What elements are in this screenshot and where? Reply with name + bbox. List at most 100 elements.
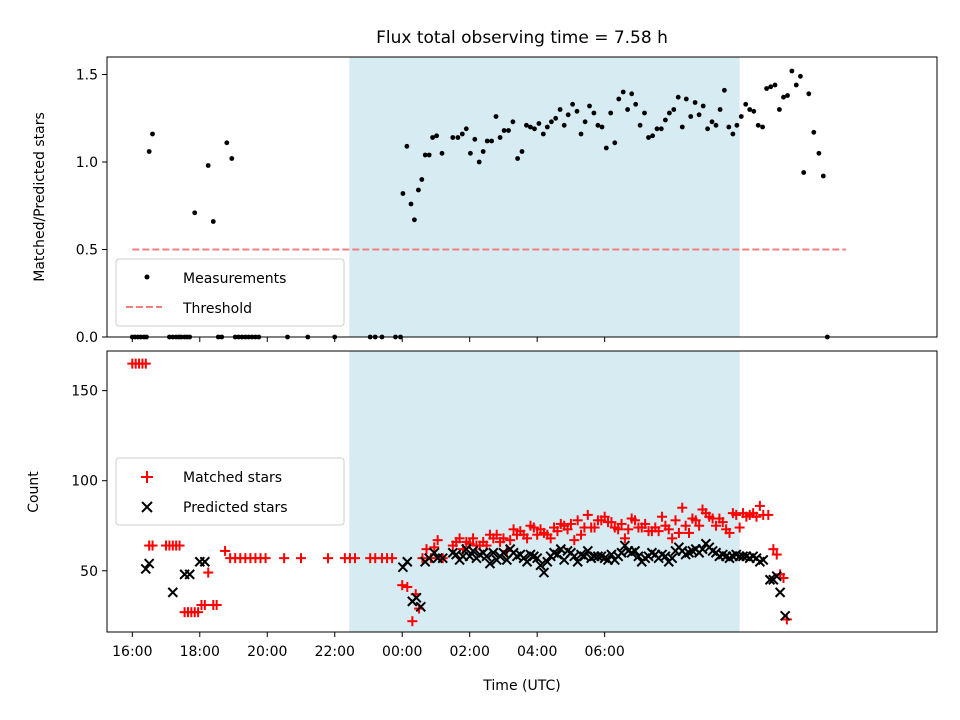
matched-star-point [260,553,271,564]
legend-label-measurements: Measurements [183,271,286,287]
matched-star-point [589,522,600,533]
predicted-star-point [167,587,178,598]
measurement-point [692,100,698,105]
predicted-star-point [402,556,413,567]
ratio-observing-window [349,57,740,337]
matched-star-point [140,358,151,369]
measurement-point [450,135,456,140]
matched-star-point [599,511,610,522]
measurement-point [506,128,511,133]
measurement-point [642,110,647,116]
matched-star-point [731,509,742,520]
matched-star-point [279,553,290,564]
predicted-star-point [538,567,550,578]
matched-star-point [694,520,705,531]
matched-star-point [468,533,479,544]
measurement-point [781,94,786,100]
matched-star-point [397,580,408,591]
time-xtick-label: 22:00 [315,644,355,660]
matched-star-point [667,533,678,544]
matched-star-point [768,544,779,555]
measurement-point [544,124,550,130]
measurement-point [422,152,428,158]
matched-star-point [199,599,210,610]
matched-star-point [501,545,512,556]
predicted-star-point [143,558,155,569]
measurement-point [489,138,494,144]
matched-star-point [174,540,185,551]
measurement-point [480,149,486,154]
measurement-point [224,140,230,146]
measurement-point [793,82,799,88]
matched-star-point [203,567,214,578]
count-legend: Matched stars Predicted stars [115,457,345,526]
measurement-point [430,135,435,140]
measurement-point [667,110,672,116]
ratio-ytick-label: 0.5 [76,243,98,259]
count-panel-frame [106,350,938,633]
measurement-point [616,96,622,102]
measurement-point [540,131,546,137]
count-ytick-label: 150 [71,384,98,400]
measurement-point [747,107,753,112]
time-xlabel: Time (UTC) [482,678,560,694]
measurement-point [675,94,681,100]
ratio-legend: Measurements Threshold [115,258,345,327]
matched-star-point [429,542,440,553]
count-ytick-label: 100 [71,474,98,490]
predicted-star-point [531,552,543,564]
predicted-star-point [140,563,152,575]
legend-marker-matched [141,471,153,483]
measurement-point [789,68,795,74]
measurement-point [528,124,533,130]
measurement-point [696,112,702,118]
measurement-point [768,84,774,90]
measurement-point [713,122,719,128]
predicted-star-point [498,547,509,558]
measurement-point [608,110,614,116]
chart-title: Flux total observing time = 7.58 h [376,28,668,48]
measurement-point [192,210,198,216]
ratio-panel: 0.0 0.5 1.0 1.5 Flux total observing time =… [32,28,938,346]
measurement-point [229,156,235,161]
measurement-point [777,107,782,112]
measurement-point [709,119,715,125]
measurement-point [595,122,601,128]
measurement-point [658,126,664,132]
measurement-point [570,101,575,107]
measurement-point [400,191,406,196]
ratio-ytick-label: 1.0 [76,155,98,171]
time-xtick-label: 04:00 [517,644,557,660]
measurement-point [764,86,769,91]
matched-star-point [220,545,231,556]
matched-star-point [498,533,509,544]
measurement-point [412,217,417,223]
time-xtick-label: 16:00 [112,644,152,660]
predicted-star-point [199,556,211,567]
measurement-point [816,150,822,156]
matched-star-point [670,515,681,526]
matched-star-point [572,515,583,526]
predicted-star-point [542,556,553,567]
predicted-star-point [535,560,546,571]
predicted-star-point [467,545,479,557]
matched-star-point [562,524,573,535]
matched-star-point [508,524,519,535]
matched-star-point [454,533,465,544]
matched-star-point [724,527,735,538]
measurement-point [561,122,567,128]
measurement-point [587,103,592,109]
predicted-star-point [771,570,782,582]
matched-star-point [432,535,443,546]
matched-star-point [211,599,222,610]
measurement-point [468,150,473,156]
matched-star-point [677,502,688,513]
count-ytick-label: 50 [80,564,98,580]
measurement-point [806,91,812,97]
matched-star-point [717,517,728,528]
count-legend-box [115,457,345,526]
ratio-ytick-label: 1.5 [76,68,98,84]
matched-star-point [606,517,617,528]
matched-star-point [690,515,701,526]
